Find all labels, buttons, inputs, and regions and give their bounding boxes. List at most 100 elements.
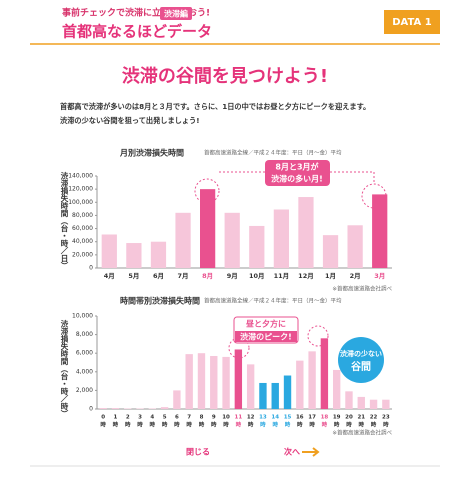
x-tick-label: 0 (101, 415, 105, 421)
x-tick-label: 14 (271, 415, 279, 421)
y-tick-label: 0 (89, 406, 93, 413)
x-tick-label: 4月 (104, 272, 115, 280)
bar (273, 209, 289, 268)
callout (265, 160, 330, 186)
bar (126, 243, 142, 268)
x-tick-label: 5 (163, 415, 167, 421)
y-tick-label: 4,000 (76, 368, 93, 375)
x-tick-unit: 時 (199, 421, 205, 429)
bar (224, 212, 240, 268)
highlight-ring (307, 325, 329, 347)
data-tab (384, 10, 440, 34)
valley-bubble (338, 337, 384, 383)
y-tick-label: 2,000 (76, 387, 93, 394)
bar (372, 194, 388, 268)
x-tick-unit: 時 (322, 421, 328, 429)
x-tick-unit: 時 (359, 421, 365, 429)
highlight-ring (228, 337, 250, 359)
x-tick-label: 15 (284, 415, 292, 421)
bar (185, 354, 193, 409)
x-tick-label: 3月 (374, 272, 385, 280)
bar (308, 351, 316, 409)
bar (150, 241, 167, 268)
x-tick-unit: 時 (334, 421, 340, 429)
chart-subtitle: 首都高速道路全線／平成２４年度：平日（月～金）平均 (204, 297, 342, 305)
chart-subtitle: 首都高速道路全線／平成２４年度：平日（月～金）平均 (204, 149, 342, 157)
bar (173, 390, 181, 409)
x-tick-label: 11月 (274, 272, 290, 280)
source-note: ※首都高速道路会社調べ (332, 285, 392, 293)
y-tick-label: 10,000 (72, 313, 93, 320)
bar (111, 408, 120, 409)
y-tick-label: 120,000 (68, 186, 93, 193)
callout-line (219, 171, 375, 184)
x-tick-unit: 時 (211, 421, 217, 429)
x-tick-label: 2月 (350, 272, 361, 280)
y-tick-label: 0 (89, 265, 93, 272)
x-tick-label: 18 (321, 415, 329, 421)
bar (160, 407, 169, 409)
bar (101, 234, 117, 268)
y-tick-label: 6,000 (76, 350, 93, 357)
y-tick-label: 8,000 (76, 331, 93, 338)
y-tick-label: 60,000 (72, 225, 93, 232)
x-tick-label: 7 (187, 415, 191, 421)
bar (357, 396, 365, 409)
badge-text: 渋滞編 (164, 9, 188, 19)
x-tick-label: 9月 (227, 272, 238, 280)
callout-text: 渋滞のピーク! (240, 332, 292, 342)
x-tick-unit: 時 (113, 421, 119, 429)
bar (197, 353, 206, 409)
highlight-ring (194, 178, 220, 204)
close-button[interactable]: 閉じる (186, 448, 210, 457)
x-tick-label: 12 (247, 415, 255, 421)
bar (210, 355, 218, 409)
x-tick-label: 17 (308, 415, 316, 421)
x-tick-label: 12月 (298, 272, 314, 280)
bar (271, 382, 279, 409)
bar (333, 369, 341, 409)
y-tick-label: 140,000 (68, 173, 93, 180)
x-tick-unit: 時 (137, 421, 143, 429)
valley-text: 谷間 (351, 360, 371, 373)
bar (347, 225, 363, 268)
x-tick-label: 23 (382, 415, 390, 421)
y-tick-label: 80,000 (72, 212, 93, 219)
x-tick-unit: 時 (383, 421, 389, 429)
y-tick-label: 20,000 (72, 251, 93, 258)
callout-text: 渋滞の多い月! (271, 174, 323, 184)
x-tick-label: 5月 (128, 272, 139, 280)
bar (322, 235, 339, 268)
bar (298, 197, 314, 268)
chart-title: 月別渋滞損失時間 (119, 148, 184, 158)
x-tick-label: 7月 (178, 272, 189, 280)
bar (175, 212, 191, 268)
x-tick-label: 6 (175, 415, 179, 421)
x-tick-label: 22 (370, 415, 378, 421)
y-tick-label: 100,000 (68, 199, 93, 206)
bar (382, 399, 390, 409)
bar (99, 408, 107, 409)
x-tick-label: 20 (345, 415, 353, 421)
next-button[interactable]: 次へ (284, 447, 300, 457)
y-axis-label: 渋滞損失時間（台・時／日） (60, 171, 69, 270)
x-tick-label: 2 (126, 415, 130, 421)
intro-line: 渋滞の少ない谷間を狙って出発しましょう! (60, 116, 199, 125)
bar (259, 382, 267, 409)
x-tick-unit: 時 (150, 421, 156, 429)
x-tick-unit: 時 (162, 421, 168, 429)
x-tick-label: 8 (200, 415, 204, 421)
x-tick-unit: 時 (272, 421, 278, 429)
badge (160, 7, 192, 20)
bar (283, 375, 292, 409)
x-tick-label: 16 (296, 415, 304, 421)
x-tick-unit: 時 (186, 421, 192, 429)
x-tick-label: 19 (333, 415, 341, 421)
heading: 渋滞の谷間を見つけよう! (122, 65, 328, 87)
x-tick-unit: 時 (297, 421, 303, 429)
x-tick-label: 11 (235, 415, 243, 421)
bar (200, 189, 216, 268)
callout-text: 8月と3月が (275, 162, 319, 172)
x-tick-label: 10 (222, 415, 230, 421)
